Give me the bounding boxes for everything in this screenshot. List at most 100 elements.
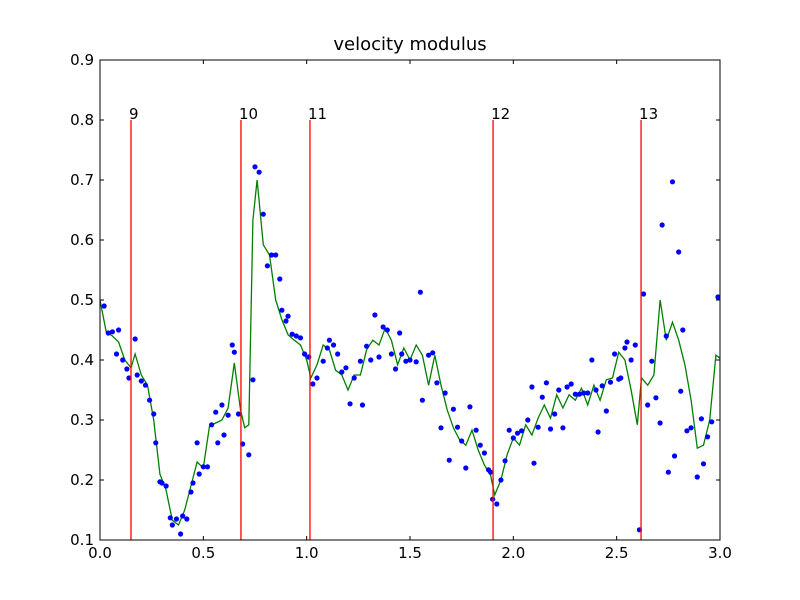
data-point [498, 477, 504, 483]
data-point [426, 352, 432, 358]
data-point [320, 358, 326, 364]
y-tick-label: 0.9 [70, 51, 94, 69]
data-point [407, 357, 413, 363]
data-point [376, 354, 382, 360]
marker-label: 13 [639, 105, 658, 123]
data-point [159, 480, 165, 486]
data-point [632, 342, 638, 348]
data-point [285, 313, 291, 319]
data-point [184, 516, 190, 522]
y-tick-label: 0.1 [70, 531, 94, 549]
data-point [403, 358, 409, 364]
data-point [649, 358, 655, 364]
data-point [368, 357, 374, 363]
data-point [326, 337, 332, 343]
marker-label: 12 [491, 105, 510, 123]
data-point [618, 375, 624, 381]
data-point [324, 345, 330, 351]
y-tick-label: 0.7 [70, 171, 94, 189]
data-point [113, 351, 120, 357]
data-point [190, 480, 196, 486]
data-point [494, 501, 500, 507]
data-point [151, 411, 157, 417]
data-point [260, 211, 266, 217]
data-point [442, 390, 448, 396]
data-point [510, 435, 516, 441]
data-point [430, 350, 436, 356]
data-point [194, 440, 200, 446]
data-point [543, 380, 550, 386]
data-point [153, 440, 159, 446]
data-point [138, 378, 144, 384]
data-point [612, 351, 618, 357]
data-point [450, 406, 456, 412]
data-point [645, 402, 651, 408]
data-point [595, 429, 601, 435]
data-point [678, 388, 684, 394]
data-point [581, 390, 587, 396]
data-point [665, 469, 671, 475]
data-point [531, 460, 537, 466]
data-point [529, 384, 535, 390]
data-point [657, 420, 663, 426]
data-point [473, 427, 479, 433]
data-point [310, 381, 316, 387]
data-point [698, 416, 705, 422]
data-point [663, 333, 669, 339]
y-tick-label: 0.2 [70, 471, 94, 489]
data-point [589, 357, 595, 363]
data-point [297, 335, 304, 341]
data-point [397, 330, 403, 336]
data-point [188, 489, 194, 495]
data-point [669, 179, 676, 185]
data-point [688, 425, 694, 431]
data-point [417, 289, 423, 295]
data-point [283, 318, 289, 324]
data-point [624, 339, 630, 345]
data-point [200, 464, 206, 470]
data-point [653, 395, 659, 401]
data-point [339, 369, 345, 375]
data-point [434, 380, 440, 386]
data-line [99, 179, 721, 527]
data-point [502, 458, 508, 464]
data-point [105, 330, 111, 336]
data-point [116, 327, 122, 333]
data-point [120, 357, 126, 363]
data-point [680, 327, 686, 333]
data-point [225, 412, 231, 418]
data-point [659, 222, 665, 228]
data-point [132, 336, 138, 342]
data-point [564, 384, 570, 390]
data-point [599, 383, 605, 389]
data-point [603, 408, 609, 414]
data-point [463, 465, 469, 471]
y-tick-label: 0.8 [70, 111, 94, 129]
data-point [364, 343, 370, 349]
data-point [250, 377, 256, 383]
y-tick-label: 0.4 [70, 351, 94, 369]
data-point [671, 453, 678, 459]
data-point [593, 387, 599, 393]
data-point [413, 359, 419, 365]
data-point [372, 312, 378, 318]
data-point [351, 375, 357, 381]
y-tick-label: 0.3 [70, 411, 94, 429]
data-point [700, 461, 707, 467]
data-point [273, 252, 279, 258]
data-point [607, 379, 614, 385]
data-point [438, 425, 444, 431]
data-point [585, 390, 591, 396]
x-tick-label: 1.0 [295, 544, 319, 562]
data-point [380, 324, 386, 330]
data-point [196, 471, 202, 477]
data-point [347, 401, 353, 407]
data-point [101, 303, 107, 309]
data-point [709, 419, 715, 425]
data-point [547, 426, 554, 432]
data-point [169, 522, 175, 528]
data-point [560, 425, 566, 431]
data-point [552, 411, 558, 417]
data-point [235, 411, 242, 417]
